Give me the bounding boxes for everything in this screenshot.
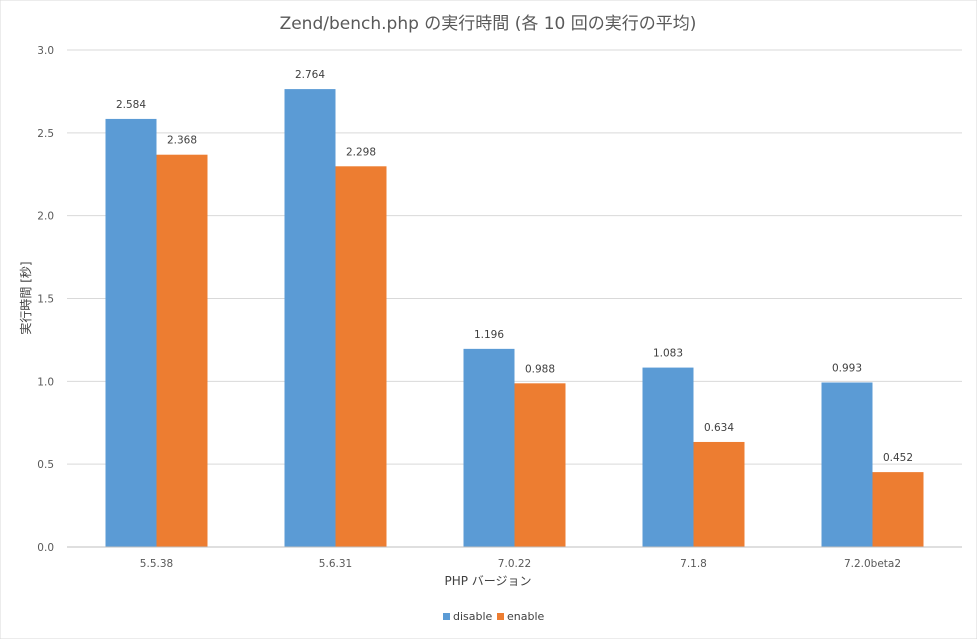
y-tick-label: 2.5 [37, 128, 54, 140]
y-tick-label: 3.0 [37, 45, 54, 57]
x-tick-label: 7.2.0beta2 [844, 558, 901, 570]
bar-disable-7.2.0beta2 [821, 382, 873, 547]
legend-swatch-disable [443, 613, 450, 620]
y-tick-label: 0.5 [37, 459, 54, 471]
data-label: 2.584 [116, 99, 146, 111]
bar-enable-7.2.0beta2 [872, 472, 924, 547]
data-labels: 2.584 2.368 2.764 2.298 1.196 0.988 1.083 0.634… [116, 69, 913, 464]
x-tick-label: 7.0.22 [498, 558, 531, 570]
bar-disable-5.6.31 [284, 89, 336, 547]
data-label: 0.452 [883, 452, 913, 464]
bars [105, 89, 924, 548]
data-label: 2.368 [167, 135, 197, 147]
bar-enable-7.0.22 [514, 383, 566, 547]
x-tick-label: 5.5.38 [140, 558, 173, 570]
bar-disable-5.5.38 [105, 118, 157, 548]
data-label: 0.988 [525, 363, 555, 375]
y-axis-label: 実行時間 [秒] [18, 261, 33, 334]
legend: disable enable [443, 610, 545, 623]
bar-enable-5.5.38 [156, 154, 208, 547]
bar-enable-5.6.31 [335, 166, 387, 547]
legend-swatch-enable [497, 613, 504, 620]
bar-disable-7.0.22 [463, 348, 515, 547]
data-label: 0.634 [704, 422, 734, 434]
y-tick-label: 1.0 [37, 376, 54, 388]
x-tick-label: 5.6.31 [319, 558, 352, 570]
legend-label-disable: disable [453, 610, 493, 623]
y-tick-label: 0.0 [37, 542, 54, 554]
bar-enable-7.1.8 [693, 441, 745, 547]
legend-label-enable: enable [507, 610, 545, 623]
data-label: 2.298 [346, 146, 376, 158]
data-label: 1.196 [474, 329, 504, 341]
x-axis-label: PHP バージョン [444, 574, 531, 588]
y-axis-ticks: 0.0 0.5 1.0 1.5 2.0 2.5 3.0 [37, 45, 54, 554]
y-tick-label: 2.0 [37, 211, 54, 223]
data-label: 0.993 [832, 362, 862, 374]
bar-disable-7.1.8 [642, 367, 694, 547]
chart-title: Zend/bench.php の実行時間 (各 10 回の実行の平均) [280, 14, 697, 34]
x-tick-label: 7.1.8 [680, 558, 707, 570]
data-label: 1.083 [653, 348, 683, 360]
x-axis-ticks: 5.5.38 5.6.31 7.0.22 7.1.8 7.2.0beta2 [140, 558, 901, 570]
y-tick-label: 1.5 [37, 294, 54, 306]
data-label: 2.764 [295, 69, 325, 81]
